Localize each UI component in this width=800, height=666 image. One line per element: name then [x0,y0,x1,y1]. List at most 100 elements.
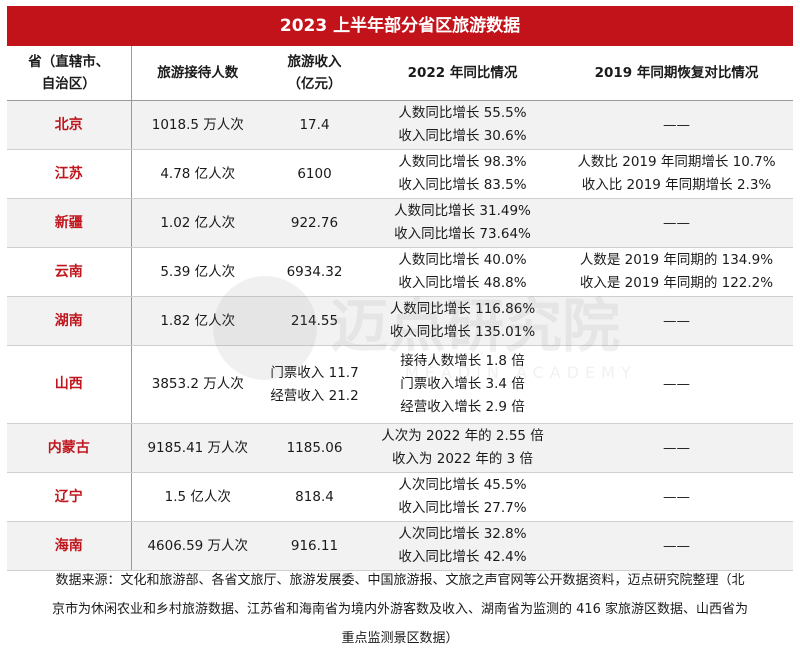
cell-vs-2019: —— [560,198,793,248]
header-row: 省（直辖市、 自治区） 旅游接待人数 旅游收入 （亿元） 2022 年同比情况 … [7,46,793,101]
table-row: 北京 1018.5 万人次 17.4 人数同比增长 55.5% 收入同比增长 30.6%… [7,100,793,150]
cell-revenue-line: 818.4 [295,488,334,505]
header-province-line2: 自治区） [41,76,96,92]
table-row: 山西 3853.2 万人次 门票收入 11.7 经营收入 21.2 接待人数增长 1.8… [7,345,793,424]
cell-visitors: 1.82 亿人次 [131,296,264,346]
cell-yoy-2022: 接待人数增长 1.8 倍门票收入增长 3.4 倍经营收入增长 2.9 倍 [365,345,560,424]
cell-revenue: 818.4 [264,472,365,522]
cell-yoy-2022: 人次同比增长 32.8% 收入同比增长 42.4% [365,521,560,571]
source-note-line: 京市为休闲农业和乡村旅游数据、江苏省和海南省为境内外游客数及收入、湖南省为监测的… [51,602,749,617]
table-row: 辽宁 1.5 亿人次 818.4 人次同比增长 45.5% 收入同比增长 27.7% —— [7,472,793,522]
cell-yoy-2022: 人次同比增长 45.5% 收入同比增长 27.7% [365,472,560,522]
cell-revenue-line: 916.11 [290,537,339,554]
cell-province: 江苏 [7,149,132,199]
cell-yoy-2022-line: 门票收入增长 3.4 倍 [400,376,525,392]
cell-revenue-line: 17.4 [299,116,330,133]
cell-vs-2019-line: 人数是 2019 年同期的 134.9% [579,252,774,268]
cell-province: 新疆 [7,198,132,248]
cell-yoy-2022: 人数同比增长 55.5% 收入同比增长 30.6% [365,100,560,150]
cell-yoy-2022-line: 经营收入增长 2.9 倍 [400,399,525,415]
cell-revenue-line: 214.55 [290,312,339,329]
cell-vs-2019-line: —— [663,312,690,329]
cell-yoy-2022-line: 人次同比增长 32.8% [398,526,527,542]
source-note-line: 重点监测景区数据） [341,631,459,646]
cell-revenue-line: 6100 [297,165,332,182]
cell-vs-2019-line: 收入比 2019 年同期增长 2.3% [581,177,772,193]
cell-vs-2019-line: 收入是 2019 年同期的 122.2% [579,275,774,291]
cell-province: 北京 [7,100,132,150]
cell-revenue: 6100 [264,149,365,199]
cell-vs-2019: —— [560,423,793,473]
cell-province: 辽宁 [7,472,132,522]
cell-yoy-2022-line: 人次为 2022 年的 2.55 倍 [381,428,544,444]
cell-visitors: 9185.41 万人次 [131,423,264,473]
cell-yoy-2022: 人数同比增长 31.49% 收入同比增长 73.64% [365,198,560,248]
cell-yoy-2022-line: 人数同比增长 31.49% [394,203,531,219]
cell-yoy-2022-line: 收入同比增长 73.64% [394,226,531,242]
cell-province: 云南 [7,247,132,297]
cell-yoy-2022-line: 人数同比增长 98.3% [398,154,527,170]
cell-vs-2019: 人数是 2019 年同期的 134.9% 收入是 2019 年同期的 122.2% [560,247,793,297]
cell-yoy-2022-line: 人数同比增长 116.86% [389,301,536,317]
cell-vs-2019: —— [560,296,793,346]
cell-visitors: 1.02 亿人次 [131,198,264,248]
header-visitors: 旅游接待人数 [131,46,264,101]
cell-visitors: 4.78 亿人次 [131,149,264,199]
cell-vs-2019: —— [560,472,793,522]
cell-revenue: 17.4 [264,100,365,150]
header-yoy-2022: 2022 年同比情况 [365,46,560,101]
cell-yoy-2022: 人次为 2022 年的 2.55 倍收入为 2022 年的 3 倍 [365,423,560,473]
cell-yoy-2022: 人数同比增长 98.3% 收入同比增长 83.5% [365,149,560,199]
table-row: 江苏 4.78 亿人次 6100 人数同比增长 98.3% 收入同比增长 83.5% 人数… [7,149,793,199]
cell-revenue: 916.11 [264,521,365,571]
cell-province: 湖南 [7,296,132,346]
cell-vs-2019-line: —— [663,214,690,231]
cell-visitors: 5.39 亿人次 [131,247,264,297]
header-vs-2019: 2019 年同期恢复对比情况 [560,46,793,101]
header-province-line1: 省（直辖市、 [28,54,110,70]
cell-revenue-line: 经营收入 21.2 [270,387,359,404]
cell-yoy-2022-line: 收入同比增长 48.8% [398,275,527,291]
cell-yoy-2022-line: 收入同比增长 83.5% [398,177,527,193]
cell-yoy-2022-line: 人次同比增长 45.5% [398,477,527,493]
cell-revenue: 6934.32 [264,247,365,297]
source-note-line: 数据来源：文化和旅游部、各省文旅厅、旅游发展委、中国旅游报、文旅之声官网等公开数… [55,573,745,588]
cell-yoy-2022-line: 收入同比增长 27.7% [398,500,527,516]
cell-yoy-2022-line: 人数同比增长 40.0% [398,252,527,268]
header-revenue-line1: 旅游收入 [287,54,342,70]
cell-vs-2019: —— [560,345,793,424]
cell-yoy-2022-line: 收入同比增长 42.4% [398,549,527,565]
cell-visitors: 4606.59 万人次 [131,521,264,571]
cell-yoy-2022: 人数同比增长 116.86% 收入同比增长 135.01% [365,296,560,346]
cell-revenue: 922.76 [264,198,365,248]
cell-vs-2019-line: —— [663,537,690,554]
cell-vs-2019-line: —— [663,116,690,133]
cell-vs-2019-line: —— [663,376,690,392]
cell-yoy-2022-line: 收入同比增长 30.6% [398,128,527,144]
cell-visitors: 1.5 亿人次 [131,472,264,522]
cell-revenue: 214.55 [264,296,365,346]
table-row: 新疆 1.02 亿人次 922.76 人数同比增长 31.49% 收入同比增长 73.6… [7,198,793,248]
cell-visitors: 3853.2 万人次 [131,345,264,424]
cell-yoy-2022-line: 人数同比增长 55.5% [398,105,527,121]
cell-revenue-line: 1185.06 [286,439,343,456]
table-row: 云南 5.39 亿人次 6934.32 人数同比增长 40.0% 收入同比增长 48.8… [7,247,793,297]
cell-revenue-line: 6934.32 [286,263,343,280]
table-row: 内蒙古 9185.41 万人次 1185.06 人次为 2022 年的 2.55 倍收… [7,423,793,473]
cell-revenue-line: 922.76 [290,214,339,231]
table-body: 北京 1018.5 万人次 17.4 人数同比增长 55.5% 收入同比增长 30.6%… [7,100,793,571]
cell-vs-2019-line: 人数比 2019 年同期增长 10.7% [577,154,776,170]
cell-vs-2019: —— [560,100,793,150]
cell-vs-2019: —— [560,521,793,571]
cell-yoy-2022: 人数同比增长 40.0% 收入同比增长 48.8% [365,247,560,297]
header-province: 省（直辖市、 自治区） [7,46,132,101]
data-table-container: 2023 上半年部分省区旅游数据 省（直辖市、 自治区） 旅游接待人数 旅游收入… [7,6,793,571]
cell-vs-2019-line: —— [663,439,690,456]
source-note: 数据来源：文化和旅游部、各省文旅厅、旅游发展委、中国旅游报、文旅之声官网等公开数… [7,566,793,653]
cell-revenue-line: 门票收入 11.7 [270,364,359,381]
header-revenue-line2: （亿元） [287,76,342,92]
cell-visitors: 1018.5 万人次 [131,100,264,150]
cell-yoy-2022-line: 接待人数增长 1.8 倍 [400,353,525,369]
cell-province: 内蒙古 [7,423,132,473]
cell-vs-2019: 人数比 2019 年同期增长 10.7% 收入比 2019 年同期增长 2.3% [560,149,793,199]
